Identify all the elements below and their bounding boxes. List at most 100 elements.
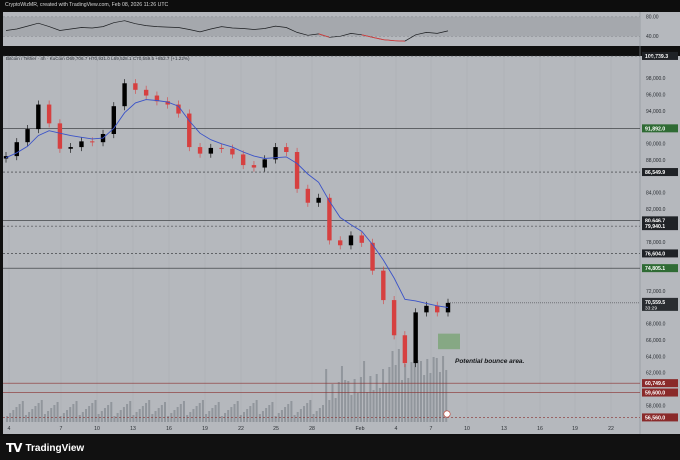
candle-body [154, 95, 160, 102]
chart-background [3, 12, 680, 434]
price-level-tag [642, 216, 678, 225]
volume-bar [306, 403, 309, 422]
price-level-tag [642, 222, 678, 231]
volume-bar [249, 406, 252, 422]
y-tick-label: 62,000.0 [646, 371, 666, 377]
event-marker-icon [443, 410, 451, 418]
volume-bar [331, 384, 334, 422]
currency-label: USDT [647, 56, 661, 62]
volume-bar [53, 405, 56, 422]
candle-body [57, 123, 63, 149]
volume-bar [50, 408, 53, 422]
y-tick-label: 82,000.0 [646, 207, 666, 213]
candle-body [46, 104, 52, 124]
volume-bar [293, 415, 296, 422]
price-level-tag [642, 168, 678, 177]
volume-bar [255, 400, 258, 422]
volume-bar [28, 412, 31, 422]
candle-body [327, 197, 332, 241]
price-level-label: 91,892.0 [645, 126, 665, 132]
candle-body [25, 129, 30, 143]
x-tick-label: 7 [60, 426, 63, 432]
volume-bar [100, 411, 103, 422]
price-level-label: 80,646.7 [645, 218, 665, 224]
oscillator-oversold-segment [361, 34, 373, 38]
volume-bar [40, 400, 43, 422]
volume-bar [388, 367, 391, 422]
x-tick-label: 22 [238, 426, 244, 432]
bounce-area-annotation: Potential bounce area. [455, 358, 525, 365]
x-tick-label: 7 [430, 426, 433, 432]
candle-body [14, 142, 19, 157]
volume-bar [391, 351, 394, 422]
oscillator-level-label: 40.00 [646, 34, 659, 40]
x-tick-label: 13 [501, 426, 507, 432]
volume-bar [423, 375, 426, 422]
x-tick-label: 10 [94, 426, 100, 432]
price-level-tag [642, 388, 678, 397]
volume-bar [230, 407, 233, 422]
candle-body [284, 147, 289, 152]
volume-bar [344, 380, 347, 422]
oscillator-oversold-segment [372, 36, 384, 41]
volume-bar [141, 406, 144, 422]
x-tick-label: 10 [464, 426, 470, 432]
price-level-tag [642, 51, 678, 60]
candle-body [187, 113, 192, 148]
volume-bar [325, 369, 328, 422]
volume-bar [372, 390, 375, 422]
volume-bar [182, 401, 185, 422]
volume-bar [15, 407, 18, 422]
oscillator-band [3, 16, 640, 37]
price-level-label: 79,940.1 [645, 224, 665, 230]
volume-bar [347, 381, 350, 422]
price-level-tag [642, 264, 678, 273]
volume-bar [151, 414, 154, 422]
volume-bar [429, 373, 432, 422]
volume-bar [290, 401, 293, 422]
volume-bar [116, 413, 119, 422]
oscillator-oversold-segment [383, 39, 395, 42]
volume-bar [265, 408, 268, 422]
volume-bar [233, 404, 236, 422]
volume-bar [119, 410, 122, 422]
volume-bar [69, 407, 72, 422]
price-levels [3, 55, 640, 418]
price-chart[interactable]: 80.00 40.00 98,000.0 96,000.0 94,000.0 90,00… [0, 10, 680, 436]
x-tick-label: 16 [166, 426, 172, 432]
volume-bar [394, 365, 397, 422]
volume-bar [122, 407, 125, 422]
current-price-tag [642, 297, 678, 311]
volume-bar [47, 411, 50, 422]
volume-bar [201, 400, 204, 422]
candle-body [208, 147, 214, 154]
volume-bar [246, 409, 249, 422]
volume-bar [280, 410, 283, 422]
volume-bar [350, 395, 353, 422]
y-tick-label: 84,000.0 [646, 191, 666, 197]
candle-body [316, 197, 321, 203]
volume-bar [261, 411, 264, 422]
volume-bar [97, 414, 100, 422]
volume-bar [413, 346, 416, 422]
volume-bar [442, 356, 445, 422]
volume-bar [24, 415, 27, 422]
candle-body [251, 165, 257, 168]
candle-body [79, 141, 84, 148]
candle-body [413, 312, 418, 364]
x-tick-label: 28 [309, 426, 315, 432]
y-tick-label: 88,000.0 [646, 158, 666, 164]
volume-bar [157, 408, 160, 422]
volume-bar [31, 409, 34, 422]
volume-bar [208, 411, 211, 422]
candle-body [435, 305, 440, 313]
volume-bar [132, 415, 135, 422]
tradingview-logo-icon: TV [6, 441, 23, 455]
oscillator-pane: 80.00 40.00 [3, 15, 659, 42]
price-level-tag [642, 413, 678, 422]
price-level-label: 56,560.0 [645, 415, 665, 421]
volume-bar [318, 408, 321, 422]
volume-bar [164, 402, 166, 422]
volume-bar [126, 404, 129, 422]
tradingview-logo[interactable]: TV TradingView [6, 441, 84, 455]
